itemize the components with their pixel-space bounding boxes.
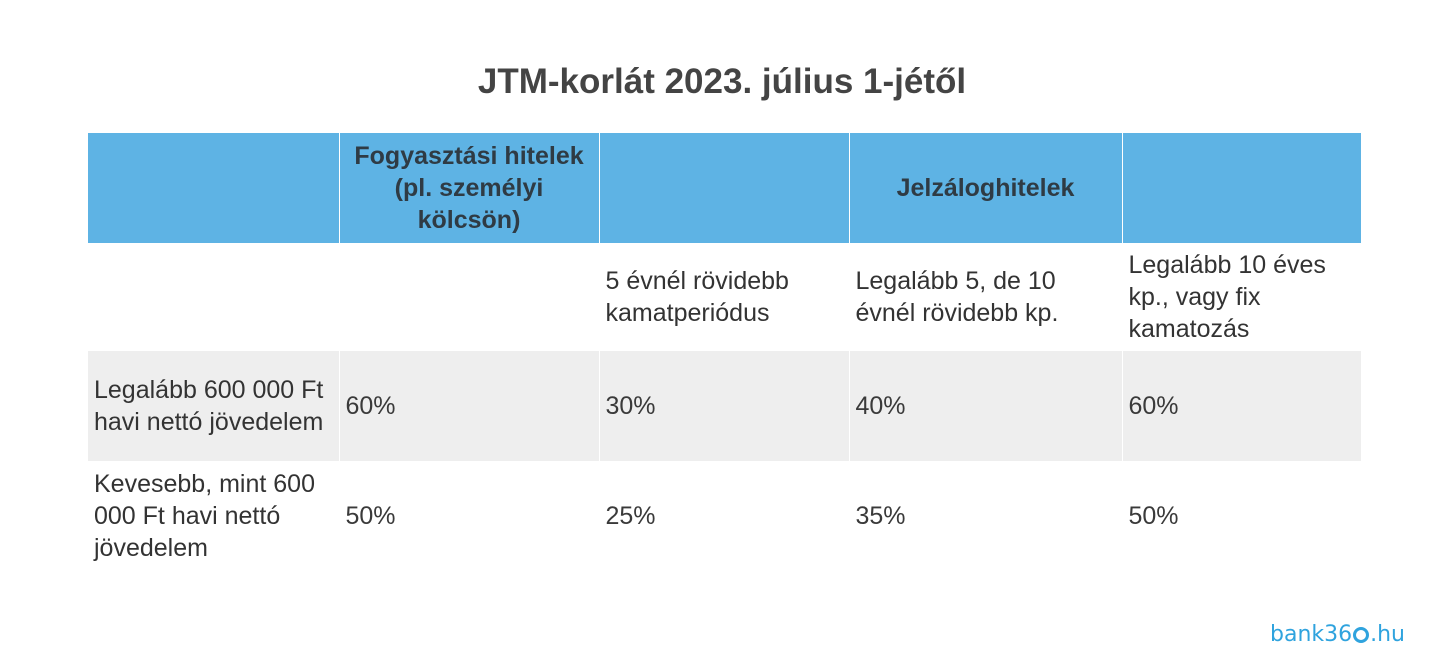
header-cell-empty: [599, 133, 850, 243]
header-cell-empty: [1122, 133, 1361, 243]
table-header-row: Fogyasztási hitelek (pl. személyi kölcsö…: [88, 133, 1361, 243]
table-subheader-row: 5 évnél rövidebb kamatperiódus Legalább …: [88, 243, 1361, 351]
table-cell: 50%: [339, 461, 600, 571]
table-cell: 40%: [849, 351, 1123, 461]
table-cell: 60%: [339, 351, 600, 461]
page-title: JTM-korlát 2023. július 1-jétől: [477, 62, 967, 101]
logo-ring-icon: [1353, 627, 1370, 643]
table-cell: 25%: [599, 461, 850, 571]
subheader-5-to-10-years: Legalább 5, de 10 évnél rövidebb kp.: [849, 243, 1123, 351]
table-cell: 35%: [849, 461, 1123, 571]
header-consumer-loans: Fogyasztási hitelek (pl. személyi kölcsö…: [339, 133, 600, 243]
logo-text-prefix: bank36: [1270, 622, 1353, 647]
table-cell: 60%: [1122, 351, 1361, 461]
table-row: Legalább 600 000 Ft havi nettó jövedelem…: [88, 351, 1361, 461]
row-label: Legalább 600 000 Ft havi nettó jövedelem: [88, 351, 340, 461]
header-mortgage-loans: Jelzáloghitelek: [849, 133, 1123, 243]
table-cell: 30%: [599, 351, 850, 461]
row-label: Kevesebb, mint 600 000 Ft havi nettó jöv…: [88, 461, 340, 571]
bank360-logo: bank36 .hu: [1270, 622, 1405, 647]
subheader-cell-empty: [88, 243, 340, 351]
subheader-under-5-years: 5 évnél rövidebb kamatperiódus: [599, 243, 850, 351]
table-row: Kevesebb, mint 600 000 Ft havi nettó jöv…: [88, 461, 1361, 571]
header-cell-empty: [88, 133, 340, 243]
table-cell: 50%: [1128, 502, 1179, 530]
jtm-limit-table: Fogyasztási hitelek (pl. személyi kölcsö…: [88, 133, 1361, 571]
subheader-10-plus-years: Legalább 10 éves kp., vagy fix kamatozás: [1128, 251, 1326, 343]
logo-text-suffix: .hu: [1370, 622, 1406, 647]
subheader-cell-empty: [339, 243, 600, 351]
